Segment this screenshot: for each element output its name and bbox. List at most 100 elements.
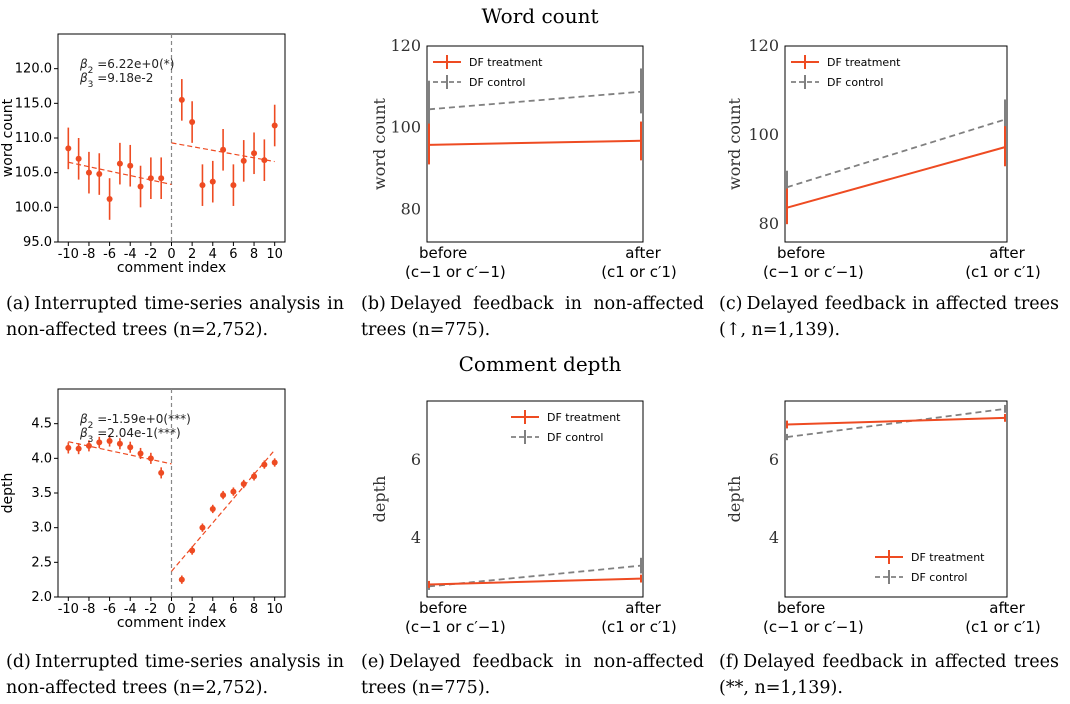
data-point bbox=[220, 492, 227, 499]
caption-text: Interrupted time-series analysis in non-… bbox=[6, 652, 344, 698]
series-line bbox=[786, 118, 1006, 189]
series-line bbox=[428, 139, 642, 146]
chart-e-svg: 4 6 depth before(c−1 or c′−1) after(c1 or c′… bbox=[370, 400, 677, 636]
caption-label: (b) bbox=[361, 294, 386, 314]
data-point bbox=[65, 444, 72, 451]
data-point bbox=[85, 442, 92, 449]
y-tick-label: 120.0 bbox=[15, 62, 52, 77]
x-category-label: before bbox=[419, 599, 467, 617]
data-point bbox=[127, 162, 134, 169]
x-tick-label: 0 bbox=[167, 602, 175, 617]
y-tick-label: 4.0 bbox=[31, 451, 52, 466]
data-point bbox=[209, 505, 216, 512]
x-category-sublabel: (c1 or c′1) bbox=[965, 263, 1041, 281]
data-point bbox=[65, 145, 72, 152]
caption-text: Delayed feedback in affected trees (**, … bbox=[719, 652, 1059, 698]
x-tick-label: -4 bbox=[124, 247, 137, 262]
y-tick-label: 100 bbox=[748, 125, 779, 144]
data-point bbox=[96, 171, 103, 178]
chart-c: 80 100 120 word count before (c−1 or c′−1) aft… bbox=[710, 30, 1055, 281]
chart-f: 4 6 depth before (c−1 or c′−1) after (c1 or c′… bbox=[710, 385, 1055, 636]
caption-e: (e) Delayed feedback in non-affected tree… bbox=[361, 649, 704, 701]
x-category-label: after bbox=[989, 244, 1025, 262]
data-point bbox=[261, 461, 268, 468]
legend-label: DF control bbox=[469, 76, 525, 89]
y-axis-label: word count bbox=[725, 97, 744, 190]
chart-b: 80 100 120 word count before (c−1 or c′−1) aft… bbox=[355, 30, 695, 281]
chart-d: 2.0 2.5 3.0 3.5 4.0 4.5 -10 -8 -6 -4 -2 0 2 4 6 8 10 comm… bbox=[0, 385, 300, 631]
x-category-sublabel: (c1 or c′1) bbox=[965, 618, 1041, 636]
y-tick-label: 105.0 bbox=[15, 166, 52, 181]
data-point bbox=[106, 196, 113, 203]
plot-frame bbox=[784, 400, 1008, 598]
legend-label: DF treatment bbox=[911, 551, 985, 564]
y-axis-label: depth bbox=[725, 476, 744, 523]
caption-text: Interrupted time-series analysis in non-… bbox=[6, 294, 344, 340]
series-line bbox=[786, 146, 1006, 209]
chart-a: 95.0 100.0 105.0 110.0 115.0 120.0 -10 -8 -6 -4 -2… bbox=[0, 30, 300, 280]
y-axis-label: word count bbox=[370, 97, 389, 190]
chart-d-svg: 2.0 2.5 3.0 3.5 4.0 4.5 -10 -8 -6 -4 -2 0 2 4 6 8 10 comm… bbox=[0, 388, 286, 631]
caption-f: (f) Delayed feedback in affected trees (*… bbox=[719, 649, 1059, 701]
y-tick-label: 4.5 bbox=[31, 417, 52, 432]
y-tick-label: 95.0 bbox=[23, 235, 52, 250]
x-tick-label: 8 bbox=[250, 247, 258, 262]
legend-label: DF control bbox=[547, 431, 603, 444]
data-point bbox=[251, 473, 258, 480]
x-axis-label: comment index bbox=[117, 260, 226, 276]
caption-a: (a) Interrupted time-series analysis in n… bbox=[6, 291, 344, 343]
beta3-annotation: β3 =9.18e-2 bbox=[79, 71, 153, 90]
legend-label: DF control bbox=[827, 76, 883, 89]
x-category-sublabel: (c−1 or c′−1) bbox=[405, 618, 506, 636]
data-point bbox=[75, 155, 82, 162]
y-tick-label: 4 bbox=[411, 528, 421, 547]
chart-c-svg: 80 100 120 word count before(c−1 or c′−1) aft… bbox=[725, 36, 1041, 281]
x-tick-label: 2 bbox=[188, 602, 196, 617]
data-point bbox=[116, 440, 123, 447]
x-tick-label: 10 bbox=[266, 247, 283, 262]
data-point bbox=[158, 175, 165, 182]
x-category-sublabel: (c1 or c′1) bbox=[601, 618, 677, 636]
data-point bbox=[178, 96, 185, 103]
series-line bbox=[428, 90, 642, 111]
x-tick-label: 8 bbox=[250, 602, 258, 617]
data-point bbox=[96, 439, 103, 446]
data-point bbox=[147, 455, 154, 462]
y-tick-label: 100 bbox=[390, 118, 421, 137]
series-line bbox=[428, 577, 642, 586]
data-point bbox=[158, 469, 165, 476]
y-tick-label: 3.5 bbox=[31, 486, 52, 501]
x-tick-label: 6 bbox=[229, 247, 237, 262]
data-point bbox=[178, 576, 185, 583]
data-point bbox=[220, 146, 227, 153]
caption-label: (a) bbox=[6, 294, 31, 314]
y-tick-label: 80 bbox=[759, 214, 779, 233]
data-point bbox=[147, 175, 154, 182]
plot-frame bbox=[426, 400, 644, 598]
y-tick-label: 4 bbox=[769, 528, 779, 547]
caption-label: (d) bbox=[6, 652, 31, 672]
x-tick-label: -2 bbox=[144, 602, 157, 617]
x-tick-label: -10 bbox=[58, 602, 79, 617]
caption-text: Delayed feedback in affected trees (↑, n… bbox=[719, 294, 1059, 340]
data-point bbox=[240, 157, 247, 164]
data-point bbox=[189, 119, 196, 126]
caption-label: (f) bbox=[719, 652, 740, 672]
data-point bbox=[127, 444, 134, 451]
caption-d: (d) Interrupted time-series analysis in n… bbox=[6, 649, 344, 701]
y-tick-label: 100.0 bbox=[15, 200, 52, 215]
data-point bbox=[271, 122, 278, 129]
data-point bbox=[251, 150, 258, 157]
data-point bbox=[75, 445, 82, 452]
data-point bbox=[116, 160, 123, 167]
y-axis-label: depth bbox=[0, 473, 16, 514]
data-point bbox=[137, 450, 144, 457]
x-category-sublabel: (c−1 or c′−1) bbox=[763, 618, 864, 636]
chart-f-svg: 4 6 depth before(c−1 or c′−1) after(c1 or c′… bbox=[725, 400, 1041, 636]
x-tick-label: -4 bbox=[124, 602, 137, 617]
x-axis-label: comment index bbox=[117, 615, 226, 631]
x-category-sublabel: (c1 or c′1) bbox=[601, 263, 677, 281]
legend-label: DF treatment bbox=[469, 56, 543, 69]
row-title-comment-depth: Comment depth bbox=[458, 352, 622, 376]
x-tick-label: 0 bbox=[167, 247, 175, 262]
